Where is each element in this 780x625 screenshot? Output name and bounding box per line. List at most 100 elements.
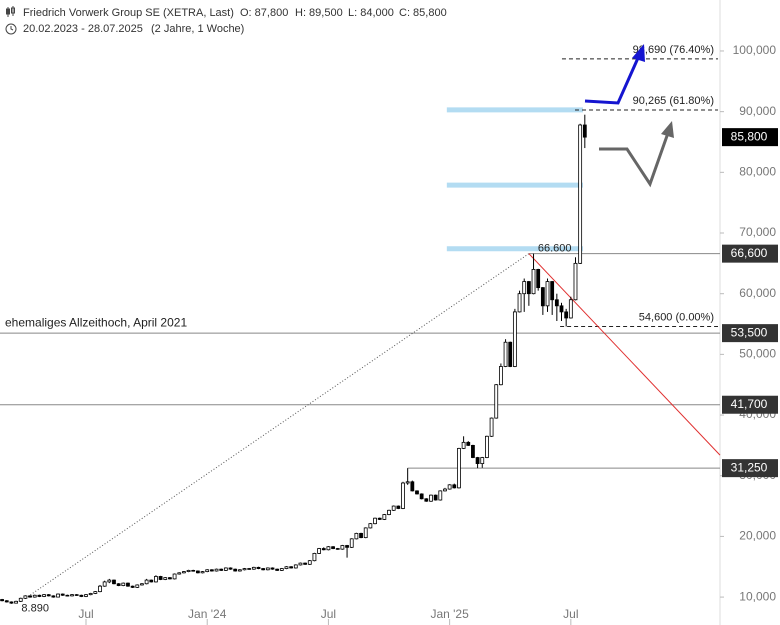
candle-body — [359, 532, 363, 539]
candle-body — [489, 417, 494, 437]
candle-body — [84, 594, 88, 597]
candle-body — [387, 509, 391, 515]
candle-body — [377, 517, 382, 520]
candle-body — [140, 583, 144, 586]
y-tick-label: 80,000 — [739, 165, 776, 179]
level-price-box — [722, 459, 778, 478]
candle-body — [51, 595, 56, 598]
candle-body — [457, 448, 461, 489]
y-tick-label: 100,000 — [733, 43, 777, 57]
candle-body — [32, 594, 37, 598]
candle-body — [452, 484, 457, 489]
candle-body — [573, 262, 578, 301]
candle-body — [209, 569, 214, 572]
candle-body — [247, 568, 252, 570]
candle-body — [279, 568, 284, 571]
candle-body — [564, 311, 569, 319]
plot: 10,00020,00030,00040,00050,00060,00070,0… — [0, 43, 776, 625]
clock-icon — [5, 23, 17, 35]
candle-body — [317, 548, 321, 554]
candle-body — [228, 567, 233, 570]
candle-body — [382, 514, 387, 520]
candle-body — [471, 444, 475, 458]
candle-body — [270, 567, 275, 570]
candle-body — [242, 568, 247, 571]
level-price-label: 53,500 — [731, 325, 768, 339]
candle-body — [363, 527, 368, 539]
candle-body — [312, 552, 317, 562]
candle-body — [429, 494, 433, 502]
candle-body — [172, 573, 177, 580]
candle-body — [256, 566, 261, 569]
level-note: ehemaliges Allzeithoch, April 2021 — [5, 315, 187, 329]
candle-body — [168, 577, 172, 580]
candle-body — [438, 490, 443, 501]
y-tick-label: 90,000 — [739, 104, 776, 118]
candle-body — [98, 585, 102, 593]
candle-body — [42, 594, 46, 597]
y-tick-label: 10,000 — [739, 589, 776, 603]
x-tick-label: Jul — [321, 607, 336, 621]
candle-body — [331, 546, 335, 549]
candle-body — [28, 595, 32, 598]
candle-body — [219, 568, 224, 571]
candle-body — [354, 532, 359, 540]
subtitle: 20.02.2023 - 28.07.2025 — [23, 23, 143, 35]
candle-body — [508, 341, 513, 367]
candle-body — [18, 597, 23, 602]
blue-arrow — [584, 57, 640, 105]
gray-arrow — [599, 132, 670, 188]
candle-body — [401, 482, 405, 509]
candle-body — [554, 299, 559, 307]
blue-arrowhead — [632, 44, 645, 62]
candle-body — [265, 567, 270, 571]
arrows — [584, 44, 674, 188]
level-price-box — [722, 395, 778, 414]
candle-body — [154, 576, 158, 583]
candle-body — [65, 594, 70, 597]
candle-body — [116, 583, 121, 586]
candle-body — [186, 569, 191, 573]
fib-label: 54,600 (0.00%) — [639, 311, 714, 323]
header: Friedrich Vorwerk Group SE (XETRA, Last)… — [5, 6, 447, 35]
candle-body — [517, 293, 522, 313]
candle-body — [9, 601, 14, 604]
candle-body — [126, 582, 130, 587]
candle-body — [205, 569, 210, 573]
candle-body — [298, 562, 303, 566]
candle-body — [415, 490, 419, 495]
candle-body — [568, 299, 573, 319]
candle-body — [135, 584, 140, 588]
candle-body — [214, 568, 219, 572]
x-tick-label: Jul — [78, 607, 93, 621]
candle-body — [37, 594, 42, 597]
trendline — [25, 253, 530, 599]
quote-open: O: 87,800 — [240, 7, 288, 19]
level-price-box — [722, 324, 778, 343]
candle-body — [144, 579, 149, 585]
candle-body — [102, 581, 107, 587]
title: Friedrich Vorwerk Group SE (XETRA, Last) — [23, 7, 234, 19]
x-tick-label: Jul — [563, 607, 578, 621]
candle-body — [545, 281, 550, 307]
candle-body — [410, 481, 415, 492]
candle-body — [494, 384, 499, 419]
candle-body — [335, 548, 340, 550]
candle-body — [522, 281, 527, 295]
candle-body — [233, 568, 238, 572]
level-price-label: 41,700 — [731, 397, 768, 411]
candle-body — [177, 572, 182, 575]
candle-body — [391, 505, 396, 511]
candle-body — [433, 494, 438, 501]
candle-body — [79, 594, 84, 597]
candle-body — [195, 570, 200, 574]
candle-body — [149, 579, 154, 583]
candle-body — [284, 566, 289, 569]
candle-body — [536, 269, 541, 289]
point-label: 8.890 — [21, 603, 49, 615]
candle-body — [480, 457, 485, 464]
current-price-box — [722, 128, 778, 147]
quote-close: C: 85,800 — [399, 7, 447, 19]
point-label: 66.600 — [538, 243, 572, 255]
